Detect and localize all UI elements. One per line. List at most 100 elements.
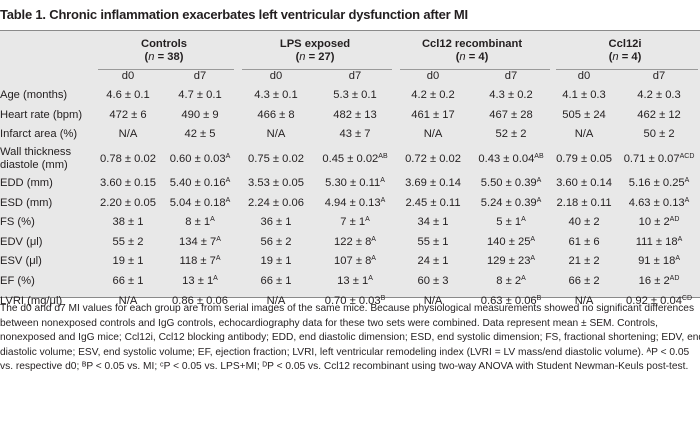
table-cell: 4.2 ± 0.2 (394, 86, 472, 106)
cell-value: 0.71 ± 0.07 (623, 152, 680, 165)
cell-value: 66 ± 1 (112, 275, 144, 288)
significance-marker: A (684, 177, 690, 185)
table-cell: 0.72 ± 0.02 (394, 145, 472, 174)
cell-value: 4.3 ± 0.2 (489, 89, 533, 102)
header-spacer (0, 38, 92, 68)
cell-value: 3.60 ± 0.15 (100, 177, 156, 190)
group-name: Ccl12i (608, 38, 642, 50)
significance-marker: A (380, 196, 386, 204)
cell-value: 107 ± 8 (334, 255, 372, 268)
table-cell: 13 ± 1A (164, 272, 236, 292)
cell-value: 91 ± 18 (638, 255, 676, 268)
group-n-label: n (299, 51, 306, 63)
cell-value: 4.6 ± 0.1 (106, 89, 150, 102)
cell-value: 0.45 ± 0.02 (322, 152, 379, 165)
cell-value: 4.94 ± 0.13 (324, 196, 381, 209)
group-header: Controls (n = 38) (141, 38, 187, 63)
table-cell: 5.30 ± 0.11A (316, 174, 394, 194)
table-cell: N/A (394, 125, 472, 145)
table-cell: 505 ± 24 (550, 106, 618, 126)
cell-value: 472 ± 6 (109, 108, 147, 121)
table-cell: 3.53 ± 0.05 (236, 174, 316, 194)
row-label: Wall thickness diastole (mm) (0, 146, 72, 172)
cell-value: 0.75 ± 0.02 (248, 152, 304, 165)
timepoint-header: d7 (652, 70, 666, 82)
table-cell: N/A (92, 125, 164, 145)
cell-value: 5.3 ± 0.1 (333, 89, 377, 102)
table-row: LVRI (mg/μl) N/A 0.86 ± 0.06 N/A 0.70 ± 0.03… (0, 291, 700, 311)
cell-value: 490 ± 9 (181, 108, 219, 121)
significance-marker: A (225, 152, 231, 160)
table-cell: 42 ± 5 (164, 125, 236, 145)
table-cell: 4.3 ± 0.1 (236, 86, 316, 106)
group-n-label: n (148, 51, 155, 63)
significance-marker: A (225, 177, 231, 185)
table-cell: 3.60 ± 0.15 (92, 174, 164, 194)
top-rule (0, 30, 700, 31)
timepoint-header: d7 (193, 70, 207, 82)
footnote-line: nonexposed and IgG mice; Ccl12i, Ccl12 b… (0, 332, 700, 344)
cell-value: 0.70 ± 0.03 (324, 294, 381, 307)
table-cell: 0.60 ± 0.03A (164, 145, 236, 174)
cell-value: 111 ± 18 (635, 235, 678, 248)
significance-marker: A (225, 196, 231, 204)
cell-value: 19 ± 1 (260, 255, 292, 268)
cell-value: 8 ± 1 (185, 216, 211, 229)
cell-value: 0.63 ± 0.06 (480, 294, 537, 307)
footnote-line: vs. respective d0; ᴮP < 0.05 vs. MI; ᶜP … (0, 361, 689, 373)
table-cell: 19 ± 1 (92, 252, 164, 272)
table-cell: 4.63 ± 0.13A (618, 193, 700, 213)
table-cell: 13 ± 1A (316, 272, 394, 292)
cell-value: 140 ± 25 (486, 235, 531, 248)
table-cell: 0.70 ± 0.03B (316, 291, 394, 311)
cell-value: N/A (423, 128, 443, 141)
significance-marker: ACD (679, 152, 695, 160)
table-cell: 5.40 ± 0.16A (164, 174, 236, 194)
table-cell: 4.2 ± 0.3 (618, 86, 700, 106)
table-cell: 0.43 ± 0.04AB (472, 145, 550, 174)
significance-marker: AD (669, 216, 680, 224)
significance-marker: A (536, 177, 542, 185)
table-cell: 4.1 ± 0.3 (550, 86, 618, 106)
group-n-value: = 4) (621, 51, 642, 63)
table-cell: 467 ± 28 (472, 106, 550, 126)
cell-value: 0.92 ± 0.04 (626, 294, 682, 307)
table-cell: 8 ± 2A (472, 272, 550, 292)
table-background (0, 30, 700, 297)
cell-value: 8 ± 2 (496, 275, 522, 288)
cell-value: 0.72 ± 0.02 (405, 152, 461, 165)
cell-value: 24 ± 1 (417, 255, 449, 268)
cell-value: 129 ± 23 (486, 255, 531, 268)
table-cell: 43 ± 7 (316, 125, 394, 145)
cell-value: 5.50 ± 0.39 (480, 177, 537, 190)
table-cell: 3.60 ± 0.14 (550, 174, 618, 194)
significance-marker: A (675, 255, 680, 263)
cell-value: 38 ± 1 (112, 216, 144, 229)
cell-value: 43 ± 7 (339, 128, 371, 141)
cell-value: 7 ± 1 (340, 216, 366, 229)
table-footnotes: The d0 and d7 MI values for each group a… (0, 302, 700, 375)
table-cell: 2.20 ± 0.05 (92, 193, 164, 213)
cell-value: 0.78 ± 0.02 (100, 152, 156, 165)
table-cell: 5.24 ± 0.39A (472, 193, 550, 213)
footnote-line: diastolic volume; ESV, end systolic volu… (0, 346, 690, 358)
table-cell: 111 ± 18A (618, 233, 700, 253)
cell-value: 21 ± 2 (568, 255, 600, 268)
cell-value: 3.69 ± 0.14 (405, 177, 461, 190)
table-title: Table 1. Chronic inflammation exacerbate… (0, 7, 468, 22)
cell-value: 0.43 ± 0.04 (478, 152, 535, 165)
cell-value: N/A (266, 128, 286, 141)
cell-value: 122 ± 8 (334, 235, 372, 248)
table-cell: 122 ± 8A (316, 233, 394, 253)
table-row: ESD (mm) 2.20 ± 0.05 5.04 ± 0.18A 2.24 ± 0.… (0, 193, 700, 213)
table-cell: 55 ± 1 (394, 233, 472, 253)
table-cell: 5.50 ± 0.39A (472, 174, 550, 194)
table-row: ESV (μl) 19 ± 1 118 ± 7A 19 ± 1 107 ± 8A 24 ±… (0, 252, 700, 272)
significance-marker: A (684, 196, 690, 204)
cell-value: 4.2 ± 0.2 (411, 89, 455, 102)
group-n-label: n (612, 51, 619, 63)
table-cell: 34 ± 1 (394, 213, 472, 233)
table-cell: N/A (550, 291, 618, 311)
group-n-label: n (459, 51, 466, 63)
